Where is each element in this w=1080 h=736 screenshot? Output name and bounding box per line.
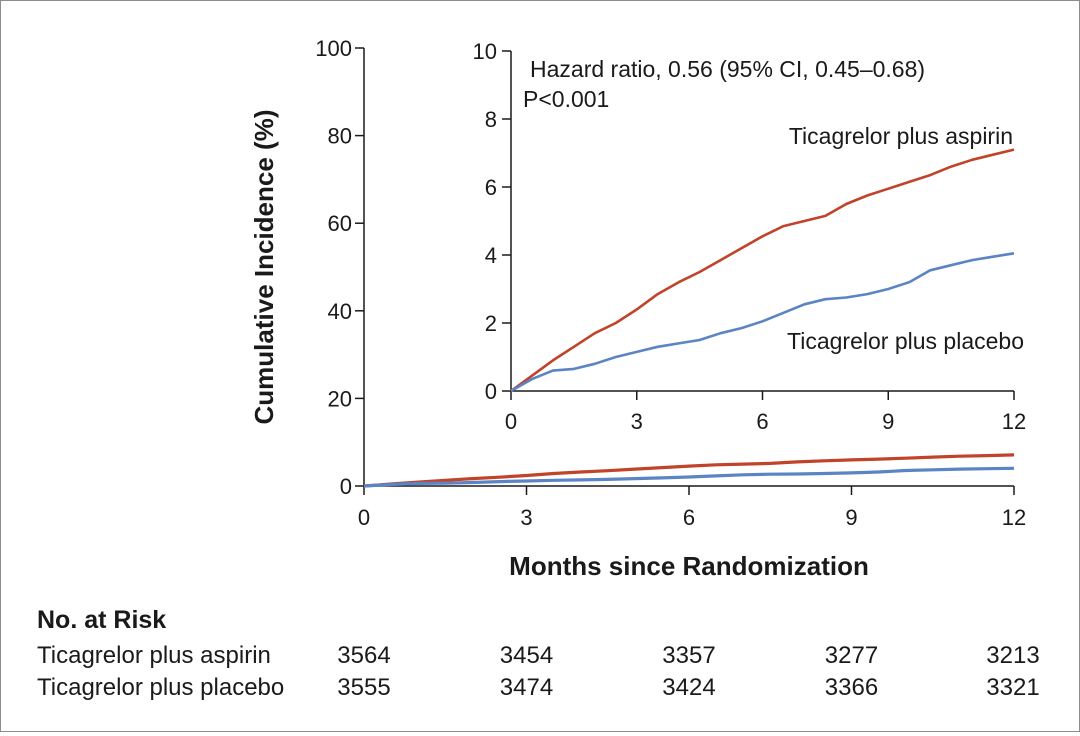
inset-x-tick-label: 3 <box>631 409 643 434</box>
x-axis-label: Months since Randomization <box>509 551 869 581</box>
inset-x-tick-label: 12 <box>1002 409 1026 434</box>
risk-table-title: No. at Risk <box>37 606 166 634</box>
main-y-tick-label: 60 <box>328 211 352 236</box>
hazard-ratio-text: Hazard ratio, 0.56 (95% CI, 0.45–0.68) <box>530 56 925 82</box>
risk-value: 3555 <box>337 674 390 701</box>
main-y-tick-label: 0 <box>340 474 352 499</box>
inset-x-tick-label: 9 <box>882 409 894 434</box>
inset-line-ticagrelor-plus-aspirin <box>510 148 1015 393</box>
risk-table: No. at Risk Ticagrelor plus aspirin Tica… <box>37 606 1040 701</box>
inset-label-placebo: Ticagrelor plus placebo <box>787 328 1024 354</box>
main-y-tick-label: 20 <box>328 386 352 411</box>
risk-value: 3474 <box>500 674 553 701</box>
main-line-ticagrelor-plus-placebo <box>363 466 1015 488</box>
inset-y-tick-label: 6 <box>485 175 497 200</box>
y-axis-label: Cumulative Incidence (%) <box>249 110 279 425</box>
risk-value: 3454 <box>500 642 553 669</box>
risk-value: 3213 <box>986 642 1039 669</box>
p-value-text: P<0.001 <box>523 86 609 112</box>
main-x-tick-label: 3 <box>520 505 532 530</box>
inset-y-tick-label: 8 <box>485 107 497 132</box>
risk-value: 3366 <box>825 674 878 701</box>
inset-y-tick-label: 10 <box>473 39 497 64</box>
inset-y-tick-label: 0 <box>485 379 497 404</box>
inset-x-tick-label: 6 <box>756 409 768 434</box>
main-y-tick-label: 80 <box>328 124 352 149</box>
main-x-tick-label: 12 <box>1002 505 1026 530</box>
inset-y-tick-label: 4 <box>485 243 497 268</box>
inset-label-aspirin: Ticagrelor plus aspirin <box>789 123 1013 149</box>
risk-value: 3424 <box>662 674 715 701</box>
inset-plot: 0 2 4 6 8 10 0 3 6 9 12 <box>473 39 1027 434</box>
main-x-tick-label: 6 <box>683 505 695 530</box>
main-y-tick-label: 40 <box>328 299 352 324</box>
risk-value: 3277 <box>825 642 878 669</box>
risk-row-label: Ticagrelor plus aspirin <box>37 642 271 669</box>
main-line-ticagrelor-plus-aspirin <box>363 453 1015 488</box>
risk-value: 3564 <box>337 642 390 669</box>
inset-line-ticagrelor-plus-placebo <box>510 252 1015 393</box>
main-x-tick-label: 0 <box>358 505 370 530</box>
main-y-tick-label: 100 <box>315 36 352 61</box>
inset-y-tick-label: 2 <box>485 311 497 336</box>
inset-x-tick-label: 0 <box>505 409 517 434</box>
risk-value: 3321 <box>986 674 1039 701</box>
risk-value: 3357 <box>662 642 715 669</box>
risk-row-label: Ticagrelor plus placebo <box>37 674 284 701</box>
main-x-tick-label: 9 <box>845 505 857 530</box>
